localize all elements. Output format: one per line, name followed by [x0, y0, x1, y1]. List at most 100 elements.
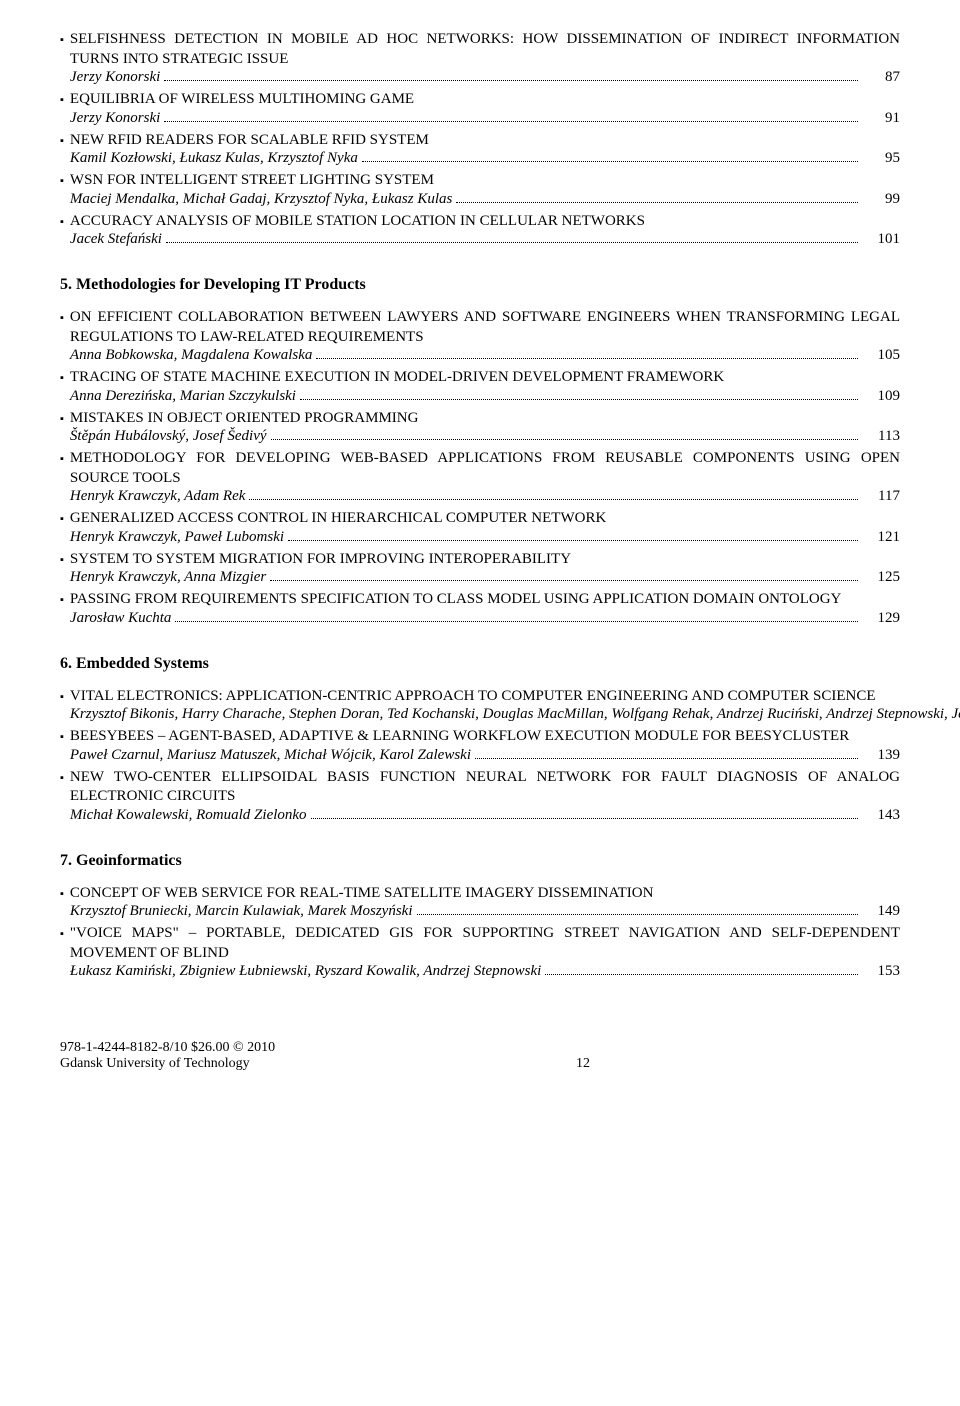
- entry-title: TRACING OF STATE MACHINE EXECUTION IN MO…: [70, 368, 900, 388]
- leader-dots: [175, 620, 858, 622]
- entry-title: ACCURACY ANALYSIS OF MOBILE STATION LOCA…: [70, 212, 900, 232]
- footer-publisher: Gdansk University of Technology: [60, 1056, 275, 1072]
- toc-entry: ▪ NEW TWO-CENTER ELLIPSOIDAL BASIS FUNCTI…: [60, 768, 900, 824]
- entry-authors: Jerzy Konorski: [70, 110, 160, 127]
- leader-dots: [300, 398, 858, 400]
- toc-entry: ▪VITAL ELECTRONICS: APPLICATION-CENTRIC …: [60, 687, 900, 724]
- bullet-icon: ▪: [60, 513, 64, 525]
- entry-page: 125: [862, 569, 900, 586]
- toc-entry: ▪ EQUILIBRIA OF WIRELESS MULTIHOMING GAME…: [60, 90, 900, 127]
- bullet-icon: ▪: [60, 175, 64, 187]
- entry-authors: Jarosław Kuchta: [70, 610, 172, 627]
- entry-authors: Štěpán Hubálovský, Josef Šedivý: [70, 428, 267, 445]
- leader-dots: [362, 160, 858, 162]
- bullet-icon: ▪: [60, 312, 64, 324]
- entry-authors: Michał Kowalewski, Romuald Zielonko: [70, 807, 307, 824]
- entry-title: WSN FOR INTELLIGENT STREET LIGHTING SYST…: [70, 171, 900, 191]
- leader-dots: [164, 120, 858, 122]
- entry-title: PASSING FROM REQUIREMENTS SPECIFICATION …: [70, 590, 900, 610]
- entry-authors-row: Štěpán Hubálovský, Josef Šedivý113: [70, 428, 900, 445]
- leader-dots: [249, 498, 858, 500]
- entry-authors-row: Krzysztof Bikonis, Harry Charache, Steph…: [70, 706, 960, 723]
- toc-entry: ▪ ACCURACY ANALYSIS OF MOBILE STATION LOC…: [60, 212, 900, 249]
- toc-entry: ▪ WSN FOR INTELLIGENT STREET LIGHTING SYS…: [60, 171, 900, 208]
- leader-dots: [166, 241, 858, 243]
- entry-authors: Henryk Krawczyk, Anna Mizgier: [70, 569, 266, 586]
- leader-dots: [270, 579, 858, 581]
- entry-body: NEW TWO-CENTER ELLIPSOIDAL BASIS FUNCTIO…: [70, 768, 900, 824]
- bullet-icon: ▪: [60, 888, 64, 900]
- entry-body: BEESYBEES – AGENT-BASED, ADAPTIVE & LEAR…: [70, 727, 900, 764]
- bullet-icon: ▪: [60, 94, 64, 106]
- entry-authors-row: Anna Derezińska, Marian Szczykulski 109: [70, 388, 900, 405]
- bullet-icon: ▪: [60, 928, 64, 940]
- bullet-icon: ▪: [60, 413, 64, 425]
- leader-dots: [311, 817, 858, 819]
- entry-body: CONCEPT OF WEB SERVICE FOR REAL-TIME SAT…: [70, 884, 900, 921]
- entry-authors: Anna Bobkowska, Magdalena Kowalska: [70, 347, 312, 364]
- entry-authors-row: Jarosław Kuchta 129: [70, 610, 900, 627]
- entry-authors: Krzysztof Bruniecki, Marcin Kulawiak, Ma…: [70, 903, 413, 920]
- entry-authors: Kamil Kozłowski, Łukasz Kulas, Krzysztof…: [70, 150, 358, 167]
- entry-body: METHODOLOGY FOR DEVELOPING WEB-BASED APP…: [70, 449, 900, 505]
- entry-page: 129: [862, 610, 900, 627]
- entry-body: NEW RFID READERS FOR SCALABLE RFID SYSTE…: [70, 131, 900, 168]
- bullet-icon: ▪: [60, 135, 64, 147]
- entry-title: NEW RFID READERS FOR SCALABLE RFID SYSTE…: [70, 131, 900, 151]
- entry-body: GENERALIZED ACCESS CONTROL IN HIERARCHIC…: [70, 509, 900, 546]
- toc-entry: ▪ NEW RFID READERS FOR SCALABLE RFID SYST…: [60, 131, 900, 168]
- toc-entry: ▪ GENERALIZED ACCESS CONTROL IN HIERARCHI…: [60, 509, 900, 546]
- leader-dots: [417, 913, 859, 915]
- entry-authors-row: Henryk Krawczyk, Adam Rek117: [70, 488, 900, 505]
- entry-title: CONCEPT OF WEB SERVICE FOR REAL-TIME SAT…: [70, 884, 900, 904]
- section-heading: 7. Geoinformatics: [60, 852, 900, 870]
- entry-authors-row: Henryk Krawczyk, Anna Mizgier 125: [70, 569, 900, 586]
- entry-page: 109: [862, 388, 900, 405]
- section-heading: 6. Embedded Systems: [60, 655, 900, 673]
- entry-title: ON EFFICIENT COLLABORATION BETWEEN LAWYE…: [70, 308, 900, 347]
- entry-page: 153: [862, 963, 900, 980]
- bullet-icon: ▪: [60, 216, 64, 228]
- entry-authors-row: Łukasz Kamiński, Zbigniew Łubniewski, Ry…: [70, 963, 900, 980]
- entry-authors: Henryk Krawczyk, Paweł Lubomski: [70, 529, 284, 546]
- toc-entry: ▪PASSING FROM REQUIREMENTS SPECIFICATION…: [60, 590, 900, 627]
- entry-authors-row: Paweł Czarnul, Mariusz Matuszek, Michał …: [70, 747, 900, 764]
- toc-entry: ▪ CONCEPT OF WEB SERVICE FOR REAL-TIME SA…: [60, 884, 900, 921]
- entry-authors: Krzysztof Bikonis, Harry Charache, Steph…: [70, 706, 960, 723]
- leader-dots: [271, 438, 858, 440]
- entry-authors: Anna Derezińska, Marian Szczykulski: [70, 388, 296, 405]
- entry-authors-row: Anna Bobkowska, Magdalena Kowalska105: [70, 347, 900, 364]
- entry-title: SYSTEM TO SYSTEM MIGRATION FOR IMPROVING…: [70, 550, 900, 570]
- entry-body: EQUILIBRIA OF WIRELESS MULTIHOMING GAMEJ…: [70, 90, 900, 127]
- entry-authors-row: Henryk Krawczyk, Paweł Lubomski 121: [70, 529, 900, 546]
- bullet-icon: ▪: [60, 554, 64, 566]
- entry-body: TRACING OF STATE MACHINE EXECUTION IN MO…: [70, 368, 900, 405]
- toc-entry: ▪ BEESYBEES – AGENT-BASED, ADAPTIVE & LEA…: [60, 727, 900, 764]
- entry-authors-row: Kamil Kozłowski, Łukasz Kulas, Krzysztof…: [70, 150, 900, 167]
- toc-entry: ▪SELFISHNESS DETECTION IN MOBILE AD HOC …: [60, 30, 900, 86]
- footer-left: 978-1-4244-8182-8/10 $26.00 © 2010 Gdans…: [60, 1040, 275, 1072]
- footer-pagenum: 12: [576, 1056, 590, 1072]
- entry-authors-row: Jerzy Konorski87: [70, 69, 900, 86]
- bullet-icon: ▪: [60, 731, 64, 743]
- entry-authors: Paweł Czarnul, Mariusz Matuszek, Michał …: [70, 747, 471, 764]
- bullet-icon: ▪: [60, 772, 64, 784]
- entry-authors: Jacek Stefański: [70, 231, 162, 248]
- entry-title: EQUILIBRIA OF WIRELESS MULTIHOMING GAME: [70, 90, 900, 110]
- bullet-icon: ▪: [60, 372, 64, 384]
- footer-isbn: 978-1-4244-8182-8/10 $26.00 © 2010: [60, 1040, 275, 1056]
- entry-page: 87: [862, 69, 900, 86]
- entry-body: "VOICE MAPS" – PORTABLE, DEDICATED GIS F…: [70, 924, 900, 980]
- entry-title: MISTAKES IN OBJECT ORIENTED PROGRAMMING: [70, 409, 900, 429]
- entry-title: "VOICE MAPS" – PORTABLE, DEDICATED GIS F…: [70, 924, 900, 963]
- leader-dots: [316, 357, 858, 359]
- entry-title: GENERALIZED ACCESS CONTROL IN HIERARCHIC…: [70, 509, 900, 529]
- entry-body: SELFISHNESS DETECTION IN MOBILE AD HOC N…: [70, 30, 900, 86]
- toc-page: ▪ SELFISHNESS DETECTION IN MOBILE AD HOC …: [0, 0, 960, 1102]
- leader-dots: [288, 539, 858, 541]
- entry-page: 91: [862, 110, 900, 127]
- entry-title: VITAL ELECTRONICS: APPLICATION-CENTRIC A…: [70, 687, 960, 707]
- entry-title: BEESYBEES – AGENT-BASED, ADAPTIVE & LEAR…: [70, 727, 900, 747]
- entry-page: 143: [862, 807, 900, 824]
- entry-page: 121: [862, 529, 900, 546]
